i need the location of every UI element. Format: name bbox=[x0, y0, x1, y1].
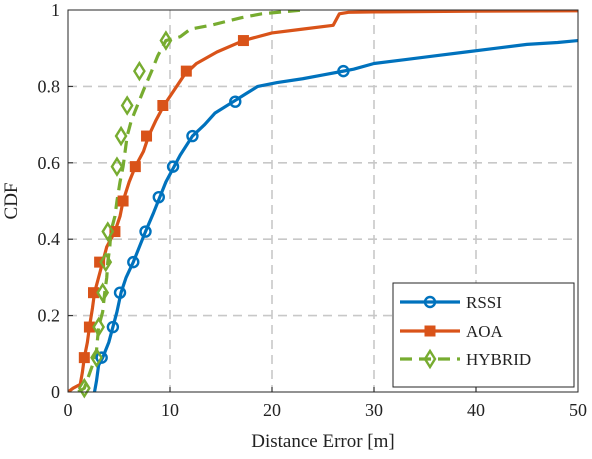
series-line-aoa bbox=[68, 10, 578, 392]
y-tick-label: 0.4 bbox=[38, 229, 61, 249]
data-point-hybrid bbox=[99, 251, 113, 273]
data-point-aoa bbox=[180, 65, 192, 77]
legend: RSSI AOA HYBRID bbox=[392, 282, 575, 388]
data-point-rssi bbox=[152, 190, 165, 204]
data-point-hybrid bbox=[77, 377, 91, 399]
x-tick-label: 30 bbox=[365, 400, 383, 420]
y-tick-label: 0.2 bbox=[38, 306, 61, 326]
y-axis-label: CDF bbox=[1, 183, 22, 220]
data-point-hybrid bbox=[110, 156, 124, 177]
data-point-aoa bbox=[129, 161, 141, 173]
data-point-rssi bbox=[95, 351, 108, 364]
plot-frame bbox=[67, 9, 579, 393]
x-tick-label: 20 bbox=[263, 400, 281, 420]
x-tick-label: 50 bbox=[569, 400, 587, 420]
data-point-hybrid bbox=[101, 221, 115, 242]
axis-ticks: 0 10 20 30 40 50 0 0.2 0.4 0.6 0.8 1 bbox=[38, 0, 588, 420]
data-point-hybrid bbox=[159, 30, 173, 51]
data-point-hybrid bbox=[132, 60, 146, 82]
data-point-aoa bbox=[78, 352, 90, 364]
legend-label-aoa: AOA bbox=[466, 322, 504, 341]
x-tick-label: 0 bbox=[64, 400, 73, 420]
data-point-hybrid bbox=[92, 316, 106, 338]
legend-label-hybrid: HYBRID bbox=[466, 350, 531, 369]
data-point-rssi bbox=[139, 225, 152, 238]
data-point-aoa bbox=[237, 35, 249, 47]
y-tick-label: 0.8 bbox=[38, 76, 61, 96]
y-tick-label: 0 bbox=[51, 382, 60, 402]
marker-layer bbox=[77, 30, 350, 399]
x-tick-label: 40 bbox=[467, 400, 485, 420]
data-point-rssi bbox=[127, 255, 140, 269]
y-tick-label: 0.6 bbox=[38, 153, 61, 173]
legend-label-rssi: RSSI bbox=[466, 293, 502, 312]
legend-entries: RSSI AOA HYBRID bbox=[400, 293, 531, 370]
legend-box bbox=[392, 282, 575, 388]
legend-marker-aoa bbox=[424, 325, 436, 337]
data-point-aoa bbox=[157, 100, 169, 111]
legend-marker-rssi bbox=[423, 295, 437, 309]
data-point-hybrid bbox=[90, 347, 103, 368]
data-point-rssi bbox=[186, 129, 199, 143]
data-point-aoa bbox=[117, 195, 129, 207]
y-tick-label: 1 bbox=[51, 0, 60, 20]
data-point-aoa bbox=[141, 130, 153, 142]
legend-marker-hybrid bbox=[423, 348, 437, 370]
x-tick-label: 10 bbox=[161, 400, 179, 420]
data-point-rssi bbox=[113, 286, 127, 299]
data-point-rssi bbox=[337, 64, 350, 78]
data-point-rssi bbox=[166, 160, 180, 173]
data-point-hybrid bbox=[114, 125, 128, 147]
series-line-rssi bbox=[92, 38, 578, 392]
data-point-hybrid bbox=[120, 95, 134, 116]
data-point-rssi bbox=[229, 95, 242, 108]
data-point-hybrid bbox=[96, 282, 110, 303]
x-axis-label: Distance Error [m] bbox=[251, 431, 395, 452]
data-point-aoa bbox=[109, 226, 121, 238]
data-point-rssi bbox=[106, 320, 120, 334]
